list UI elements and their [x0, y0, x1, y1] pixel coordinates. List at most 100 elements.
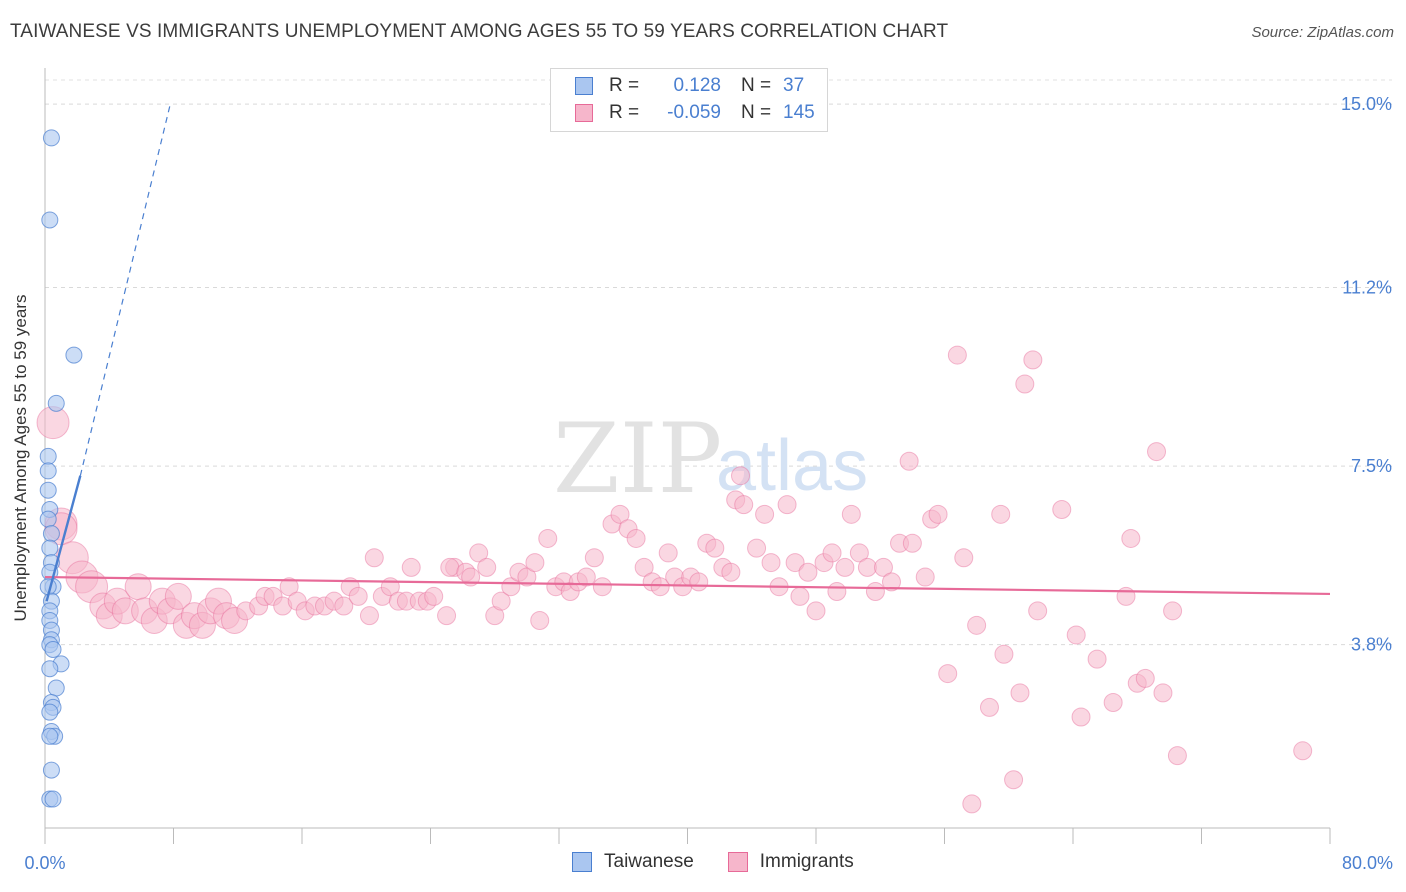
- r-label: R =: [609, 75, 640, 96]
- taiwanese-point: [44, 640, 62, 658]
- immigrants-point: [1066, 625, 1086, 645]
- immigrants-point: [424, 586, 444, 606]
- tick-labels: 3.8% 7.5% 11.2% 15.0% 0.0% 80.0%: [24, 94, 1393, 873]
- immigrants-point: [658, 543, 678, 563]
- immigrants-point: [530, 610, 550, 630]
- immigrants-point: [857, 557, 877, 577]
- taiwanese-point: [42, 525, 60, 543]
- y-axis-label: Unemployment Among Ages 55 to 59 years: [11, 294, 30, 622]
- immigrants-point: [517, 567, 537, 587]
- immigrants-point: [731, 466, 751, 486]
- immigrants-point: [967, 615, 987, 635]
- immigrants-point: [790, 586, 810, 606]
- immigrants-point: [477, 557, 497, 577]
- immigrants-point: [747, 538, 767, 558]
- immigrants-point: [947, 345, 967, 365]
- immigrants-point: [491, 591, 511, 611]
- immigrants-point: [1167, 746, 1187, 766]
- correlation-legend: R = 0.128 N = 37 R = -0.059 N = 145: [550, 68, 828, 132]
- immigrants-point: [1293, 741, 1313, 761]
- immigrants-point: [538, 528, 558, 548]
- taiwanese-point: [41, 660, 59, 678]
- taiwanese-point: [65, 346, 83, 364]
- y-tick-label: 15.0%: [1341, 94, 1392, 114]
- immigrants-point: [1071, 707, 1091, 727]
- immigrants-point: [785, 553, 805, 573]
- immigrants-point: [798, 562, 818, 582]
- watermark-atlas: atlas: [716, 426, 868, 506]
- immigrants-point: [962, 794, 982, 814]
- immigrants-point: [721, 562, 741, 582]
- trend-lines: [44, 103, 1331, 602]
- immigrants-point: [1052, 499, 1072, 519]
- immigrants-trend-line: [44, 575, 1331, 596]
- immigrants-legend-swatch: [727, 852, 748, 872]
- immigrants-point: [822, 543, 842, 563]
- immigrants-point: [1135, 668, 1155, 688]
- immigrants-point: [873, 557, 893, 577]
- immigrants-point: [915, 567, 935, 587]
- immigrants-point: [1121, 528, 1141, 548]
- immigrants-point: [902, 533, 922, 553]
- immigrants-point: [899, 451, 919, 471]
- legend-item-immigrants[interactable]: Immigrants: [727, 851, 854, 873]
- immigrants-point: [626, 528, 646, 548]
- taiwanese-point: [42, 129, 60, 147]
- taiwanese-r-value: 0.128: [673, 75, 721, 96]
- immigrants-point: [584, 548, 604, 568]
- immigrants-point: [1147, 442, 1167, 462]
- immigrants-point: [348, 586, 368, 606]
- taiwanese-point: [39, 462, 57, 480]
- immigrants-point: [1015, 374, 1035, 394]
- n-label: N =: [741, 75, 772, 96]
- taiwanese-trend-extension: [79, 103, 171, 476]
- taiwanese-point: [41, 539, 59, 557]
- source-label: Source: ZipAtlas.com: [1251, 24, 1394, 41]
- immigrants-point: [1163, 601, 1183, 621]
- r-label: R =: [609, 102, 640, 123]
- x-tick-label-max: 80.0%: [1342, 853, 1393, 873]
- legend-item-taiwanese[interactable]: Taiwanese: [572, 851, 694, 873]
- taiwanese-n-value: 37: [783, 75, 805, 96]
- y-tick-label: 7.5%: [1351, 456, 1392, 476]
- immigrants-point: [525, 553, 545, 573]
- immigrants-point: [650, 577, 670, 597]
- taiwanese-swatch: [575, 77, 593, 95]
- legend-row-immigrants: R = -0.059 N = 145: [575, 100, 815, 126]
- immigrants-point: [806, 601, 826, 621]
- immigrants-point: [849, 543, 869, 563]
- immigrants-point: [592, 577, 612, 597]
- taiwanese-legend-swatch: [572, 852, 592, 872]
- watermark-zip: ZIP: [553, 403, 722, 515]
- immigrants-point: [1103, 693, 1123, 713]
- immigrants-point: [610, 504, 630, 524]
- immigrants-point: [734, 495, 754, 515]
- taiwanese-point: [39, 447, 57, 465]
- immigrants-point: [994, 644, 1014, 664]
- immigrants-point: [827, 582, 847, 602]
- immigrants-point: [1028, 601, 1048, 621]
- immigrants-point: [881, 572, 901, 592]
- immigrants-point: [1010, 683, 1030, 703]
- immigrants-point: [1153, 683, 1173, 703]
- taiwanese-point: [41, 211, 59, 229]
- immigrants-point: [761, 553, 781, 573]
- taiwanese-point: [47, 394, 65, 412]
- immigrants-point: [938, 664, 958, 684]
- immigrants-point: [991, 504, 1011, 524]
- immigrants-point: [979, 697, 999, 717]
- immigrants-point: [1116, 586, 1136, 606]
- immigrants-point: [36, 406, 70, 440]
- taiwanese-point: [47, 679, 65, 697]
- taiwanese-legend-label: Taiwanese: [604, 851, 694, 872]
- series-legend: Taiwanese Immigrants: [572, 851, 888, 873]
- immigrants-point: [777, 495, 797, 515]
- taiwanese-point: [44, 790, 62, 808]
- immigrants-point: [469, 543, 489, 563]
- taiwanese-trend-line: [45, 475, 82, 602]
- immigrants-point: [689, 572, 709, 592]
- immigrants-point: [576, 567, 596, 587]
- immigrants-point: [359, 606, 379, 626]
- y-tick-label: 3.8%: [1351, 635, 1392, 655]
- immigrants-point: [164, 582, 192, 610]
